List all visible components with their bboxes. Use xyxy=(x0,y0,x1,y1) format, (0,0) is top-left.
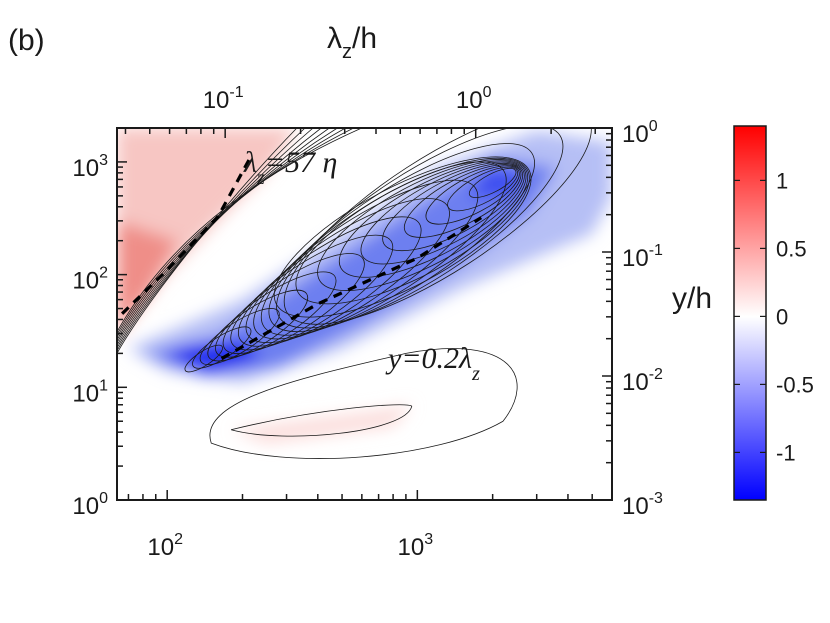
top-tick-label: 100 xyxy=(456,84,492,114)
contour-line xyxy=(382,162,524,252)
contour-line xyxy=(317,159,529,291)
contour-line xyxy=(425,165,520,225)
contour-line xyxy=(273,156,532,318)
positive-region-lower xyxy=(231,404,412,444)
bottom-tick-label: 103 xyxy=(398,531,434,561)
contour-line xyxy=(117,128,346,338)
contour-line xyxy=(209,348,518,459)
panel-label: (b) xyxy=(8,24,45,57)
contour-line xyxy=(447,166,519,212)
axis-tick-labels: 102 103 10-1 100 100 101 102 103 10-3 10-2 10-1 100 xyxy=(72,84,663,561)
contour-line xyxy=(253,179,479,340)
left-tick-label: 102 xyxy=(72,265,108,295)
ref-line-y-0.2-lambda xyxy=(220,216,483,360)
positive-region-peak xyxy=(117,220,178,334)
contour-line xyxy=(403,164,522,238)
axis-ticks xyxy=(117,127,613,501)
contour-line xyxy=(338,160,527,278)
left-tick-label: 101 xyxy=(72,377,108,407)
contour-line xyxy=(360,161,525,265)
colorbar-tick-label: 0.5 xyxy=(776,236,807,261)
positive-region-upper-left xyxy=(117,128,297,343)
left-tick-label: 100 xyxy=(72,490,108,520)
contour-line xyxy=(276,128,564,329)
contour-line xyxy=(468,168,517,198)
colorbar-tick-label: 0 xyxy=(776,304,788,329)
contour-line xyxy=(215,271,337,358)
colorbar-ticks: 1 0.5 0 -0.5 -1 xyxy=(734,168,814,465)
colorbar-tick-label: -0.5 xyxy=(776,372,814,397)
right-tick-label: 10-2 xyxy=(622,366,663,396)
contour-line xyxy=(237,216,422,347)
colorbar xyxy=(733,125,767,501)
contour-line xyxy=(117,128,362,332)
negative-peak-upper xyxy=(468,169,526,198)
contour-line xyxy=(222,253,365,354)
right-tick-label: 100 xyxy=(622,118,658,148)
contour-line xyxy=(117,128,322,346)
contour-line xyxy=(230,404,413,437)
contour-line xyxy=(295,157,530,305)
top-tick-label: 10-1 xyxy=(203,84,244,114)
contour-line xyxy=(230,234,394,351)
right-axis-label: y/h xyxy=(672,282,712,315)
annotation-y-0.2-lambda: y=0.2λz xyxy=(385,342,480,385)
top-axis-label: λz/h xyxy=(327,22,377,63)
right-tick-label: 10-3 xyxy=(622,490,663,520)
bottom-tick-label: 102 xyxy=(147,531,183,561)
colorbar-tick-label: -1 xyxy=(776,440,796,465)
colorbar-tick-label: 1 xyxy=(776,168,788,193)
plot-frame xyxy=(116,127,613,501)
ref-line-lambda-57-eta xyxy=(120,156,252,315)
contour-line xyxy=(199,308,280,365)
reference-lines xyxy=(120,156,483,360)
left-tick-label: 103 xyxy=(72,152,108,182)
contour-plot xyxy=(117,128,612,500)
contour-line xyxy=(117,128,330,343)
annotation-lambda-57-eta: λz=57 η xyxy=(243,146,337,189)
right-tick-label: 10-1 xyxy=(622,242,663,272)
